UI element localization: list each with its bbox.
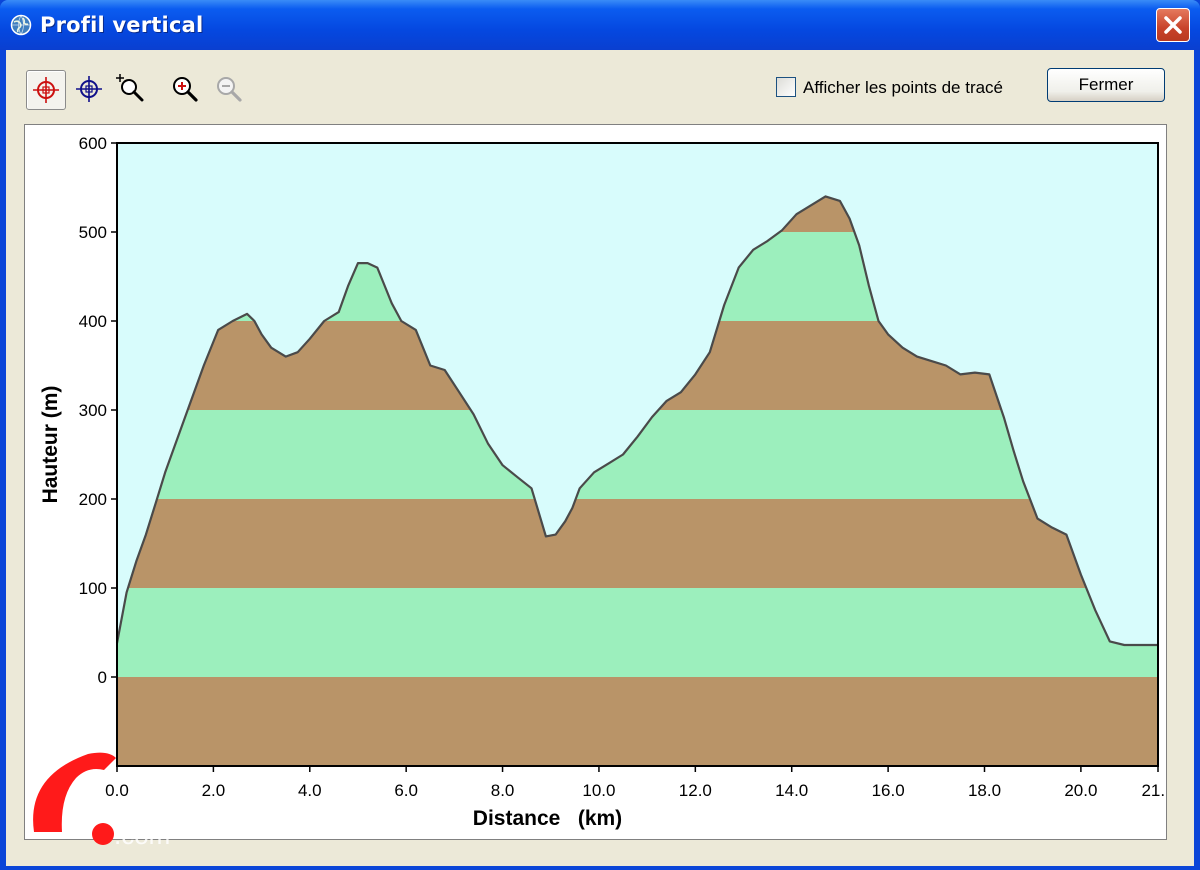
x-tick-label: 2.0 [202, 781, 226, 800]
x-tick-label: 12.0 [679, 781, 712, 800]
zoom-in-tool[interactable] [166, 70, 206, 110]
crosshair-red-icon [33, 77, 59, 103]
y-tick-label: 100 [79, 579, 107, 598]
elevation-band-2 [117, 499, 1158, 588]
y-axis-title: Hauteur (m) [39, 386, 62, 504]
x-tick-label: 14.0 [775, 781, 808, 800]
y-tick-label: 0 [98, 668, 107, 687]
x-tick-label: 21.6 [1141, 781, 1166, 800]
zoom-region-tool[interactable] [112, 70, 152, 110]
dialog-client-area: Afficher les points de tracé Fermer 600 5… [6, 50, 1194, 866]
window-title: Profil vertical [40, 13, 204, 37]
profile-line [115, 195, 1158, 647]
zoom-out-tool[interactable] [210, 70, 250, 110]
close-dialog-button[interactable]: Fermer [1047, 68, 1165, 102]
crosshair-blue-tool[interactable] [70, 70, 110, 110]
x-tick-label: 10.0 [582, 781, 615, 800]
y-tick-label: 300 [79, 401, 107, 420]
y-tick-label: 600 [79, 134, 107, 153]
y-tick-label: 400 [79, 312, 107, 331]
crosshair-red-tool[interactable] [26, 70, 66, 110]
watermark-logo: .com [33, 752, 170, 850]
show-points-label: Afficher les points de tracé [803, 78, 1004, 97]
x-tick-label: 8.0 [491, 781, 515, 800]
x-tick-label: 18.0 [968, 781, 1001, 800]
y-tick-label: 200 [79, 490, 107, 509]
show-points-checkbox[interactable] [776, 77, 796, 97]
x-tick-label: 6.0 [394, 781, 418, 800]
x-tick-label: 20.0 [1064, 781, 1097, 800]
globe-icon [10, 14, 32, 36]
y-tick-label: 500 [79, 223, 107, 242]
close-icon [1164, 16, 1182, 34]
elevation-chart-panel: 600 500 400 300 200 100 0 0.0 2.0 4.0 6.0 8.0 10.0 12… [24, 124, 1167, 840]
watermark-text: .com [114, 820, 170, 850]
close-button[interactable] [1156, 8, 1190, 42]
x-tick-label: 4.0 [298, 781, 322, 800]
elevation-profile-chart[interactable]: 600 500 400 300 200 100 0 0.0 2.0 4.0 6.0 8.0 10.0 12… [25, 125, 1166, 839]
zoom-out-icon [217, 77, 242, 102]
title-bar[interactable]: Profil vertical [0, 0, 1200, 50]
plot-frame [116, 142, 1159, 767]
crosshair-blue-icon [76, 76, 102, 102]
x-axis-title: Distance (km) [473, 807, 622, 830]
elevation-band-1 [117, 588, 1158, 677]
x-tick-label: 0.0 [105, 781, 129, 800]
elevation-band-0 [117, 677, 1158, 766]
zoom-in-icon [173, 77, 198, 102]
zoom-region-icon [116, 74, 144, 102]
x-tick-label: 16.0 [872, 781, 905, 800]
